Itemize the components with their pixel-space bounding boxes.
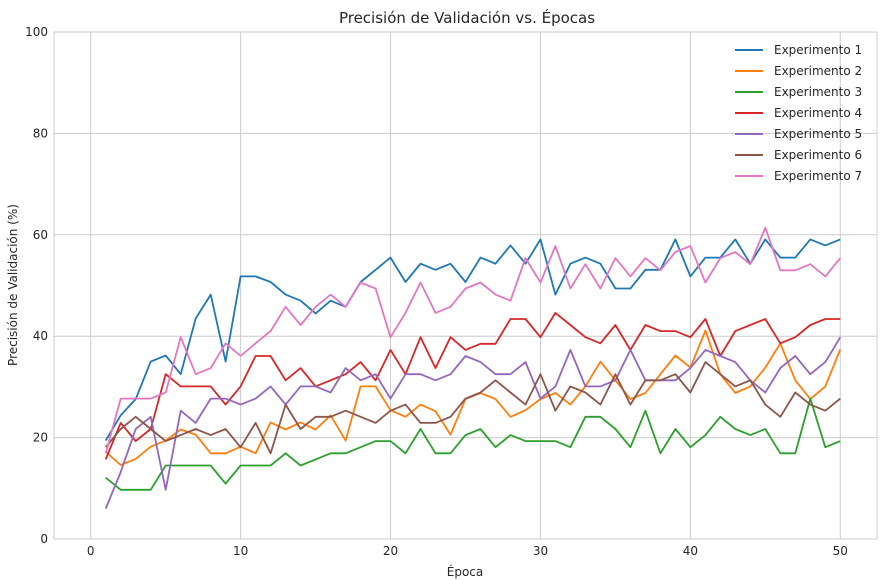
x-tick-label: 30	[533, 544, 548, 558]
y-tick-label: 80	[33, 126, 48, 140]
y-tick-label: 100	[25, 25, 48, 39]
x-tick-label: 40	[683, 544, 698, 558]
series-lines	[104, 226, 842, 509]
legend-label: Experimento 1	[774, 43, 862, 57]
x-tick-label: 50	[833, 544, 848, 558]
series-line-1	[104, 238, 841, 442]
grid	[53, 31, 878, 540]
x-tick-label: 20	[383, 544, 398, 558]
legend-label: Experimento 6	[774, 148, 862, 162]
plot-area	[53, 31, 878, 540]
legend: Experimento 1 Experimento 2 Experimento 3 E…	[735, 43, 862, 183]
legend-label: Experimento 5	[774, 127, 862, 141]
y-tick-label: 0	[40, 532, 48, 546]
series-line-4	[104, 311, 841, 460]
y-tick-label: 60	[33, 228, 48, 242]
series-line-7	[104, 226, 841, 454]
x-tick-label: 0	[87, 544, 95, 558]
legend-label: Experimento 7	[774, 169, 862, 183]
legend-label: Experimento 3	[774, 85, 862, 99]
y-axis-label: Precisión de Validación (%)	[6, 204, 20, 366]
x-axis-label: Época	[447, 564, 484, 579]
y-tick-label: 20	[33, 431, 48, 445]
legend-label: Experimento 2	[774, 64, 862, 78]
y-tick-label: 40	[33, 329, 48, 343]
chart-title: Precisión de Validación vs. Épocas	[339, 8, 595, 27]
x-tick-label: 10	[233, 544, 248, 558]
series-line-5	[104, 336, 842, 509]
series-line-3	[105, 397, 841, 491]
legend-label: Experimento 4	[774, 106, 862, 120]
series-line-6	[105, 361, 841, 455]
axes: 0 10 20 30 40 50 0 20 40 60 80 100	[25, 25, 848, 558]
